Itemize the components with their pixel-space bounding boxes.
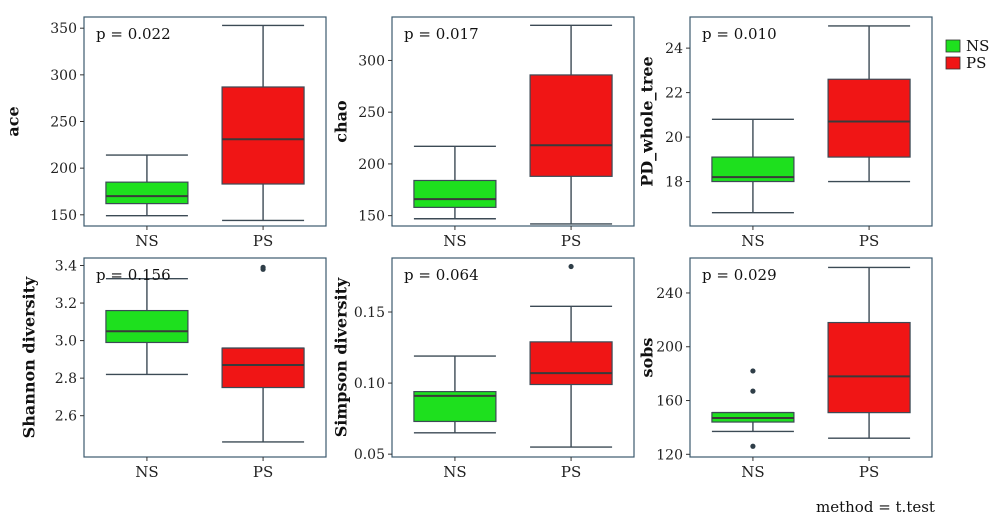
outlier-point-ps — [260, 264, 266, 270]
y-tick-label: 22 — [665, 86, 683, 102]
y-tick-label: 0.10 — [354, 376, 385, 392]
x-tick-label-ps: PS — [253, 232, 273, 250]
method-note: method = t.test — [816, 498, 935, 516]
x-tick-label-ps: PS — [561, 232, 581, 250]
y-tick-label: 250 — [358, 105, 385, 121]
y-tick-label: 2.6 — [55, 409, 77, 425]
y-tick-label: 160 — [656, 394, 683, 410]
outlier-point-ns — [750, 388, 756, 394]
box-ps — [221, 86, 305, 185]
outlier-point-ps — [568, 263, 574, 270]
y-tick-label: 0.15 — [354, 305, 385, 321]
legend-label-ns: NS — [966, 37, 989, 55]
panel-shannon-diversity: 2.6 2.8 3.0 3.2 3.4 NS PS p = 0.156 Shannon dive… — [20, 257, 327, 481]
y-tick-label: 150 — [358, 209, 385, 225]
x-tick-label-ps: PS — [859, 232, 879, 250]
y-tick-label: 240 — [656, 286, 683, 302]
legend: NS PS — [945, 37, 989, 72]
p-value-label: p = 0.017 — [404, 25, 479, 43]
y-tick-label: 3.2 — [55, 296, 77, 312]
y-tick-label: 200 — [358, 157, 385, 173]
legend-swatch-ns — [945, 39, 961, 53]
p-value-label: p = 0.064 — [404, 266, 479, 284]
box-ns — [105, 181, 189, 205]
panel-chao: 150 200 250 300 NS PS p = 0.017 chao — [332, 16, 635, 250]
y-axis-label: ace — [4, 106, 23, 136]
panel-pd-whole-tree: 18 20 22 24 NS PS p = 0.010 PD_whole_tree — [638, 16, 933, 250]
panels-group: 150 200 250 300 350 NS PS p = 0.022 ace 150 200 250… — [4, 16, 933, 481]
y-tick-label: 2.8 — [55, 371, 77, 387]
y-tick-label: 300 — [50, 68, 77, 84]
y-tick-label: 200 — [50, 161, 77, 177]
x-tick-label-ps: PS — [561, 463, 581, 481]
box-ps — [529, 341, 613, 386]
y-tick-label: 250 — [50, 115, 77, 131]
y-tick-label: 120 — [656, 447, 683, 463]
legend-swatch-ps — [945, 56, 961, 70]
y-tick-label: 200 — [656, 340, 683, 356]
legend-label-ps: PS — [966, 54, 986, 72]
p-value-label: p = 0.029 — [702, 266, 777, 284]
x-tick-label-ns: NS — [741, 463, 764, 481]
y-axis-label: PD_whole_tree — [638, 56, 657, 186]
outlier-point-ns — [750, 368, 756, 374]
y-tick-label: 20 — [665, 130, 683, 146]
y-axis-label: chao — [332, 100, 351, 143]
y-axis-label: sobs — [638, 338, 657, 378]
y-tick-label: 300 — [358, 53, 385, 69]
box-ps — [827, 321, 911, 414]
x-tick-label-ns: NS — [135, 463, 158, 481]
box-ps — [827, 78, 911, 158]
y-tick-label: 150 — [50, 208, 77, 224]
panel-sobs: 120 160 200 240 NS PS p = 0.029 sobs — [638, 257, 933, 481]
box-ns — [413, 179, 497, 208]
y-tick-label: 3.0 — [55, 334, 77, 350]
y-tick-label: 0.05 — [354, 447, 385, 463]
y-axis-label: Simpson diversity — [332, 277, 351, 437]
p-value-label: p = 0.010 — [702, 25, 777, 43]
box-ns — [105, 309, 189, 344]
box-ps — [529, 74, 613, 177]
outlier-point-ns — [750, 443, 756, 449]
x-tick-label-ns: NS — [741, 232, 764, 250]
box-ps — [221, 347, 305, 389]
panel-simpson-diversity: 0.05 0.10 0.15 NS PS p = 0.064 Simpson diversi… — [332, 257, 635, 481]
y-tick-label: 24 — [665, 41, 683, 57]
panel-ace: 150 200 250 300 350 NS PS p = 0.022 ace — [4, 16, 327, 250]
x-tick-label-ns: NS — [443, 463, 466, 481]
p-value-label: p = 0.022 — [96, 25, 171, 43]
y-tick-label: 18 — [665, 175, 683, 191]
x-tick-label-ns: NS — [443, 232, 466, 250]
x-tick-label-ns: NS — [135, 232, 158, 250]
x-tick-label-ps: PS — [253, 463, 273, 481]
y-axis-label: Shannon diversity — [20, 276, 39, 438]
y-tick-label: 3.4 — [55, 259, 77, 275]
y-tick-label: 350 — [50, 21, 77, 37]
p-value-label: p = 0.156 — [96, 266, 171, 284]
x-tick-label-ps: PS — [859, 463, 879, 481]
